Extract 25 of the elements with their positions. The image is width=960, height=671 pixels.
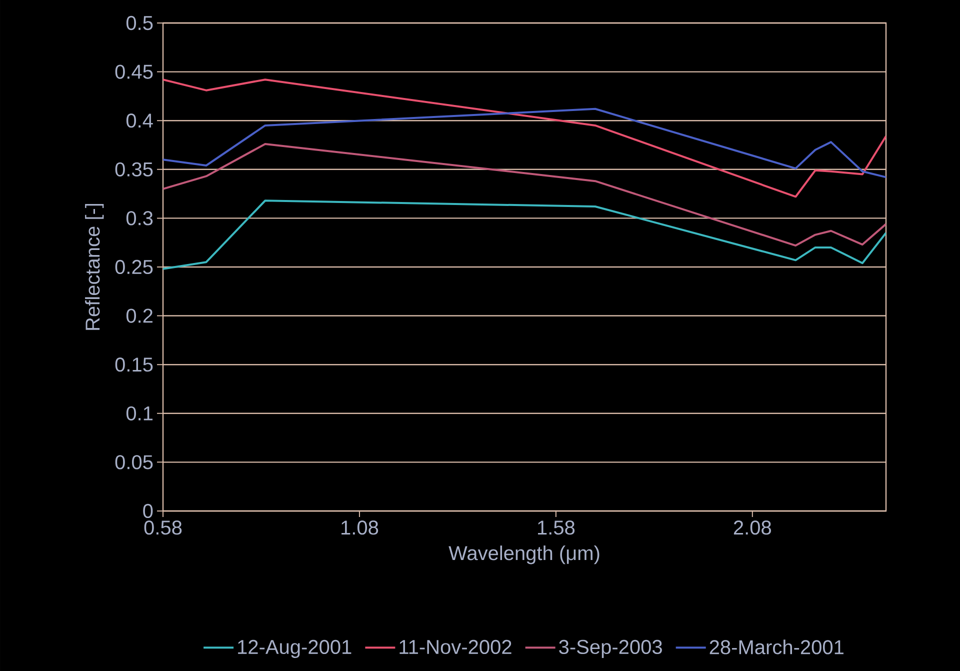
- y-tick-label: 0.3: [126, 211, 153, 226]
- y-tick-label: 0.05: [115, 455, 153, 470]
- legend-label: 12-Aug-2001: [238, 640, 352, 658]
- y-tick-label: 0.25: [115, 260, 153, 274]
- y-tick-label: 0.15: [115, 358, 153, 372]
- y-tick-label: 0.35: [115, 162, 153, 176]
- legend-label: 3-Sep-2003: [559, 640, 662, 658]
- line-series: [163, 108, 886, 178]
- legend-label: 11-Nov-2002: [400, 640, 512, 654]
- line-series: [163, 78, 886, 198]
- y-axis-title: Reflectance [-]: [85, 204, 104, 330]
- x-tick-label: 0.58: [144, 520, 182, 535]
- y-tick-label: 0.5: [126, 16, 153, 30]
- x-tick-label: 1.58: [538, 520, 575, 535]
- line-series: [163, 200, 886, 270]
- y-tick-label: 0.45: [115, 64, 153, 79]
- y-tick-label: 0.4: [126, 114, 153, 128]
- y-tick-label: 0.1: [126, 406, 152, 420]
- legend-label: 28-March-2001: [710, 640, 844, 654]
- line-series: [163, 143, 886, 247]
- y-tick-label: 0: [143, 504, 153, 518]
- x-tick-label: 2.08: [734, 520, 771, 535]
- x-axis-title: Wavelength (μm): [448, 546, 600, 564]
- x-tick-label: 1.08: [342, 520, 378, 535]
- y-tick-label: 0.2: [126, 308, 152, 323]
